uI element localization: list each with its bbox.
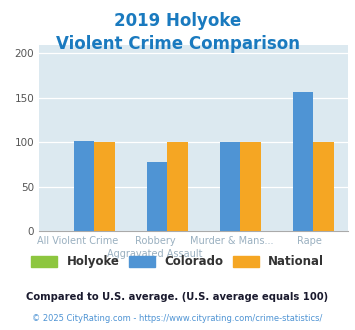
Bar: [240, 142, 261, 231]
Bar: [167, 142, 188, 231]
Text: Robbery: Robbery: [135, 236, 175, 246]
Text: Compared to U.S. average. (U.S. average equals 100): Compared to U.S. average. (U.S. average …: [26, 292, 329, 302]
Text: Rape: Rape: [297, 236, 322, 246]
Bar: [94, 142, 115, 231]
Text: Murder & Mans...: Murder & Mans...: [190, 236, 274, 246]
Bar: [147, 162, 167, 231]
Text: Aggravated Assault: Aggravated Assault: [107, 249, 203, 259]
Text: Violent Crime Comparison: Violent Crime Comparison: [55, 35, 300, 53]
Text: © 2025 CityRating.com - https://www.cityrating.com/crime-statistics/: © 2025 CityRating.com - https://www.city…: [32, 314, 323, 323]
Text: All Violent Crime: All Violent Crime: [37, 236, 118, 246]
Text: 2019 Holyoke: 2019 Holyoke: [114, 12, 241, 30]
Legend: Holyoke, Colorado, National: Holyoke, Colorado, National: [26, 250, 329, 273]
Bar: [293, 92, 313, 231]
Bar: [73, 141, 94, 231]
Bar: [220, 142, 240, 231]
Bar: [313, 142, 334, 231]
